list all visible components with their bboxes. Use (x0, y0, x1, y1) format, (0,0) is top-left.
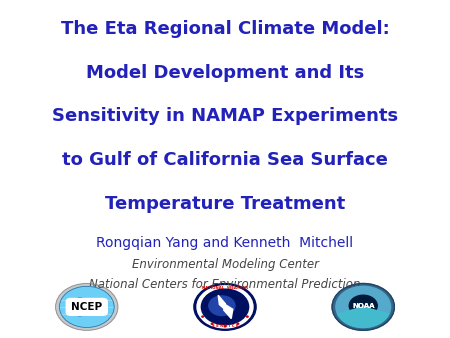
Text: NOAA: NOAA (352, 303, 374, 309)
Text: National Centers for Environmental Prediction: National Centers for Environmental Predi… (89, 278, 361, 291)
Text: Model Development and Its: Model Development and Its (86, 64, 364, 81)
Text: NATIONAL  WEATHER: NATIONAL WEATHER (202, 286, 248, 290)
Text: Environmental Modeling Center: Environmental Modeling Center (131, 258, 319, 271)
Circle shape (212, 323, 213, 324)
Circle shape (224, 326, 226, 327)
Text: to Gulf of California Sea Surface: to Gulf of California Sea Surface (62, 151, 388, 169)
Circle shape (247, 316, 248, 317)
Text: Temperature Treatment: Temperature Treatment (105, 195, 345, 213)
Circle shape (59, 286, 114, 328)
Circle shape (336, 286, 391, 328)
Text: Rongqian Yang and Kenneth  Mitchell: Rongqian Yang and Kenneth Mitchell (96, 236, 354, 249)
Text: The Eta Regional Climate Model:: The Eta Regional Climate Model: (61, 20, 389, 38)
FancyBboxPatch shape (66, 298, 107, 315)
Polygon shape (218, 295, 233, 319)
Text: Sensitivity in NAMAP Experiments: Sensitivity in NAMAP Experiments (52, 107, 398, 125)
Circle shape (56, 284, 118, 330)
Circle shape (201, 289, 249, 325)
Text: S E R V I C E: S E R V I C E (212, 324, 239, 328)
Circle shape (209, 296, 235, 316)
Text: NCEP: NCEP (71, 302, 102, 312)
Circle shape (332, 284, 394, 330)
Text: NOAA: NOAA (352, 303, 374, 309)
Wedge shape (338, 307, 389, 328)
Circle shape (194, 284, 256, 330)
Circle shape (349, 295, 377, 316)
Circle shape (197, 286, 253, 328)
Circle shape (202, 316, 203, 317)
Ellipse shape (72, 298, 89, 316)
Circle shape (237, 323, 238, 324)
